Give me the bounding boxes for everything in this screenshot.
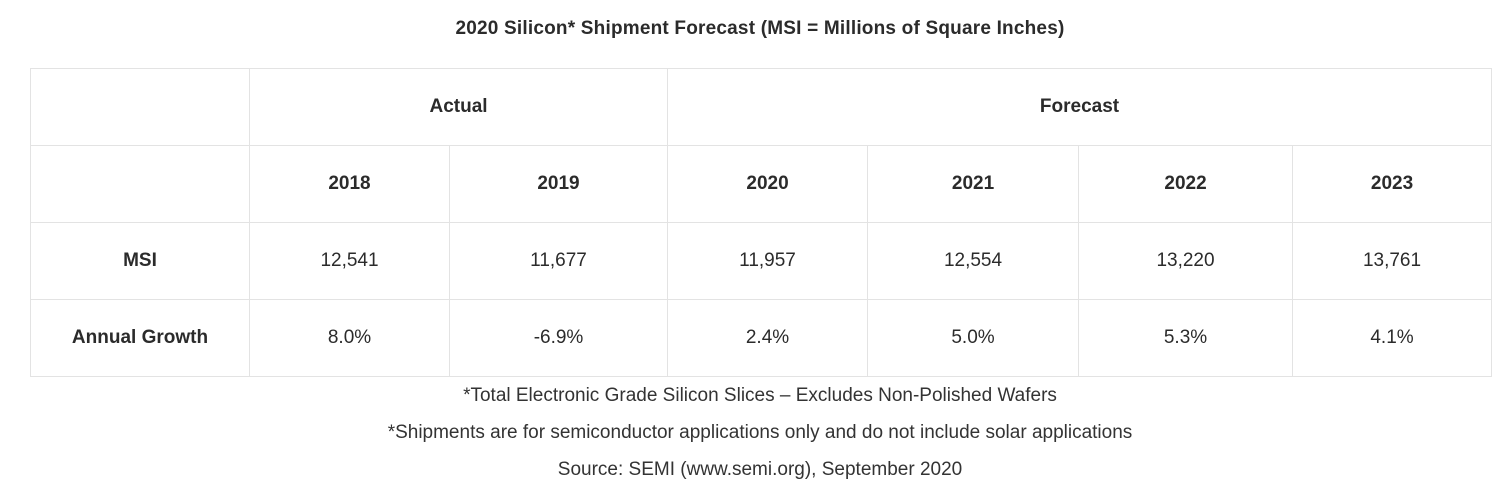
year-header-row: 2018 2019 2020 2021 2022 2023 <box>30 145 1493 223</box>
year-header: 2021 <box>867 145 1080 223</box>
table-cell: 11,677 <box>448 222 669 300</box>
table-cell: 5.0% <box>867 299 1080 377</box>
year-header: 2020 <box>667 145 869 223</box>
table-cell: 12,554 <box>867 222 1080 300</box>
source-note: Source: SEMI (www.semi.org), September 2… <box>557 459 963 480</box>
actual-group-header: Actual <box>248 68 669 146</box>
table-row-msi: MSI 12,541 11,677 11,957 12,554 13,220 1… <box>30 222 1493 300</box>
table-cell: 5.3% <box>1078 299 1294 377</box>
footnotes: *Total Electronic Grade Silicon Slices –… <box>0 383 1503 494</box>
forecast-group-header: Forecast <box>667 68 1493 146</box>
forecast-table: Actual Forecast 2018 2019 2020 2021 2022… <box>30 68 1493 377</box>
row-label: Annual Growth <box>30 299 250 377</box>
year-header: 2019 <box>448 145 669 223</box>
year-header: 2018 <box>249 145 450 223</box>
footnote-semiconductor-only: *Shipments are for semiconductor applica… <box>387 422 1133 443</box>
footnote-silicon-slices: *Total Electronic Grade Silicon Slices –… <box>463 385 1057 406</box>
year-corner-cell <box>30 145 250 223</box>
year-header: 2023 <box>1292 145 1493 223</box>
corner-cell <box>30 68 250 146</box>
table-cell: 13,220 <box>1078 222 1294 300</box>
table-cell: 13,761 <box>1292 222 1493 300</box>
row-label: MSI <box>30 222 250 300</box>
table-cell: 8.0% <box>249 299 450 377</box>
table-row-annual-growth: Annual Growth 8.0% -6.9% 2.4% 5.0% 5.3% … <box>30 299 1493 377</box>
table-cell: 12,541 <box>249 222 450 300</box>
table-cell: -6.9% <box>448 299 669 377</box>
table-cell: 4.1% <box>1292 299 1493 377</box>
year-header: 2022 <box>1078 145 1294 223</box>
table-title: 2020 Silicon* Shipment Forecast (MSI = M… <box>455 18 1065 39</box>
table-cell: 11,957 <box>667 222 869 300</box>
group-header-row: Actual Forecast <box>30 68 1493 146</box>
table-cell: 2.4% <box>667 299 869 377</box>
